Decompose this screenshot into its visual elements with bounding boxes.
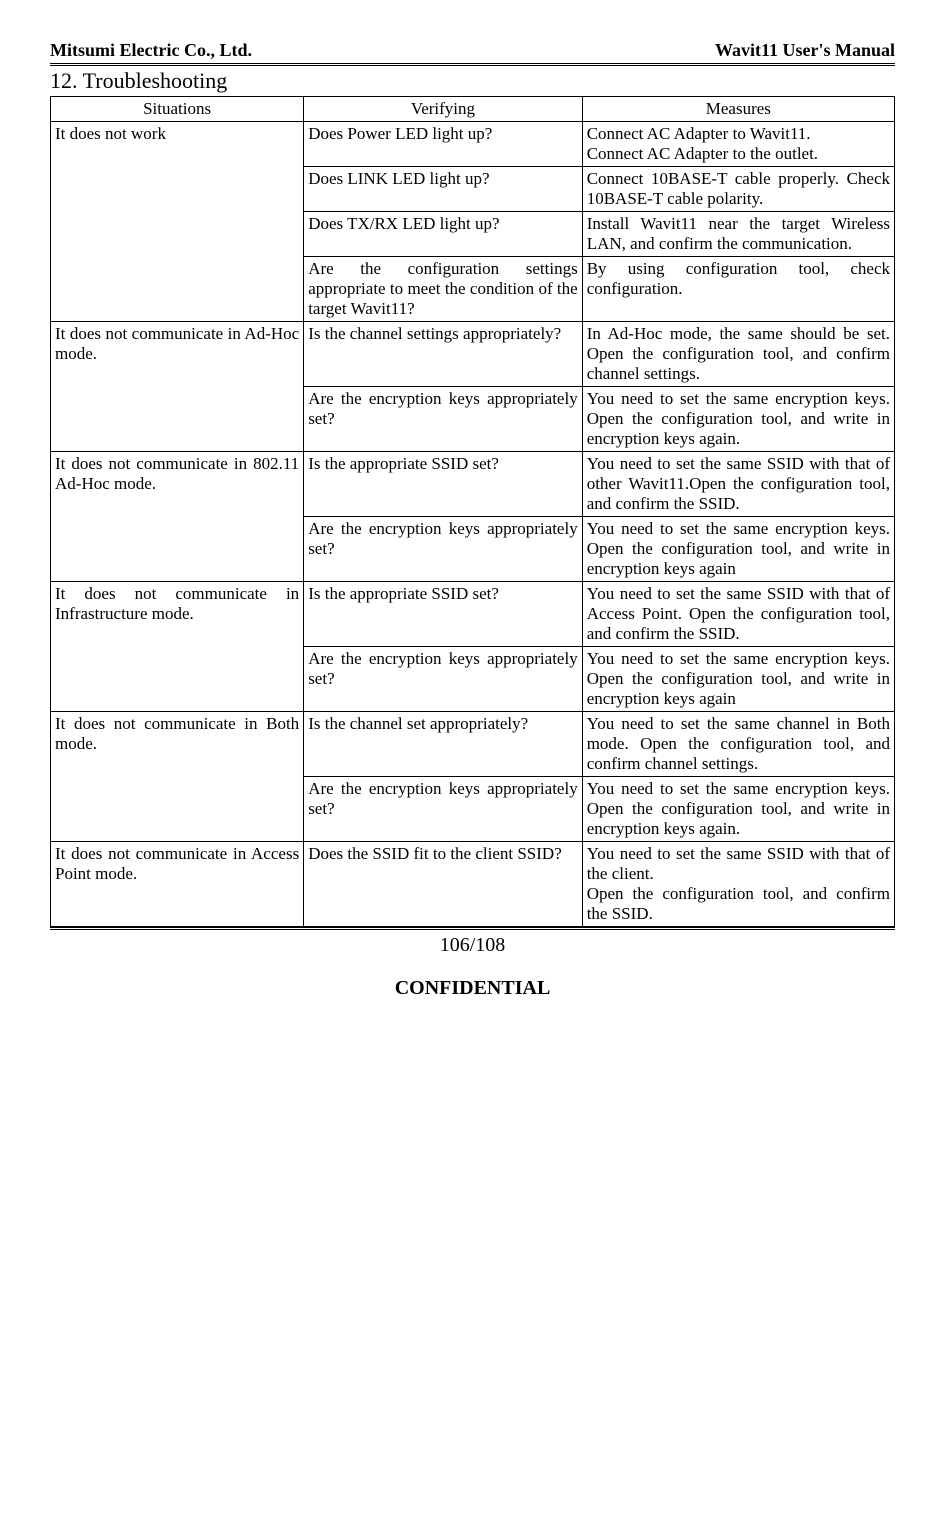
table-row: It does not communicate in Both mode.Is … [51,712,895,777]
verify-cell: Are the encryption keys appropriately se… [304,387,583,452]
measure-cell: You need to set the same SSID with that … [582,582,894,647]
company-name: Mitsumi Electric Co., Ltd. [50,40,252,61]
measure-cell: Connect AC Adapter to Wavit11.Connect AC… [582,122,894,167]
confidential-label: CONFIDENTIAL [50,977,895,1000]
troubleshooting-table: Situations Verifying Measures It does no… [50,96,895,927]
measure-cell: In Ad-Hoc mode, the same should be set. … [582,322,894,387]
measure-cell: You need to set the same encryption keys… [582,777,894,842]
measure-cell: You need to set the same SSID with that … [582,452,894,517]
situation-cell: It does not communicate in Access Point … [51,842,304,927]
verify-cell: Does TX/RX LED light up? [304,212,583,257]
col-measures: Measures [582,97,894,122]
section-title: 12. Troubleshooting [50,68,895,94]
footer-rule [50,927,895,930]
verify-cell: Is the channel set appropriately? [304,712,583,777]
measure-cell: You need to set the same SSID with that … [582,842,894,927]
measure-cell: You need to set the same encryption keys… [582,517,894,582]
table-row: It does not communicate in Access Point … [51,842,895,927]
col-situations: Situations [51,97,304,122]
table-row: It does not communicate in Infrastructur… [51,582,895,647]
measure-cell: Connect 10BASE-T cable properly. Check 1… [582,167,894,212]
verify-cell: Is the channel settings appropriately? [304,322,583,387]
verify-cell: Are the configuration settings appropria… [304,257,583,322]
table-header-row: Situations Verifying Measures [51,97,895,122]
table-row: It does not workDoes Power LED light up?… [51,122,895,167]
situation-cell: It does not communicate in Both mode. [51,712,304,842]
verify-cell: Does the SSID fit to the client SSID? [304,842,583,927]
verify-cell: Are the encryption keys appropriately se… [304,647,583,712]
page-header: Mitsumi Electric Co., Ltd. Wavit11 User'… [50,40,895,66]
measure-cell: By using configuration tool, check confi… [582,257,894,322]
situation-cell: It does not communicate in 802.11 Ad-Hoc… [51,452,304,582]
verify-cell: Does Power LED light up? [304,122,583,167]
verify-cell: Is the appropriate SSID set? [304,452,583,517]
verify-cell: Is the appropriate SSID set? [304,582,583,647]
page-number: 106/108 [50,934,895,957]
verify-cell: Are the encryption keys appropriately se… [304,517,583,582]
col-verifying: Verifying [304,97,583,122]
verify-cell: Are the encryption keys appropriately se… [304,777,583,842]
measure-cell: You need to set the same channel in Both… [582,712,894,777]
measure-cell: You need to set the same encryption keys… [582,387,894,452]
verify-cell: Does LINK LED light up? [304,167,583,212]
table-row: It does not communicate in 802.11 Ad-Hoc… [51,452,895,517]
table-row: It does not communicate in Ad-Hoc mode.I… [51,322,895,387]
measure-cell: You need to set the same encryption keys… [582,647,894,712]
manual-title: Wavit11 User's Manual [715,40,895,61]
situation-cell: It does not work [51,122,304,322]
situation-cell: It does not communicate in Infrastructur… [51,582,304,712]
measure-cell: Install Wavit11 near the target Wireless… [582,212,894,257]
situation-cell: It does not communicate in Ad-Hoc mode. [51,322,304,452]
